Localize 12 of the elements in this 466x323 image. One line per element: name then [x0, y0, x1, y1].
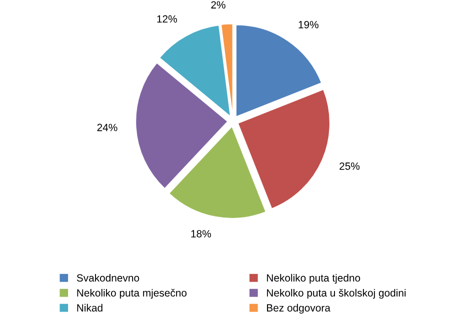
legend-label: Svakodnevno — [76, 274, 140, 282]
legend-label: Nekoliko puta tjedno — [267, 274, 360, 284]
legend-label: Nekolko puta u školskoj godini — [267, 288, 406, 299]
legend-label: Nikad — [77, 304, 102, 312]
legend-label: Bez odgovora — [267, 304, 330, 314]
data-label: 18% — [191, 230, 211, 238]
data-label: 12% — [157, 15, 177, 23]
data-label: 24% — [97, 124, 118, 132]
legend-label: Nekoliko puta mjesečno — [77, 288, 187, 299]
data-label: 19% — [298, 20, 318, 28]
data-label: 25% — [340, 162, 360, 170]
data-label: 2% — [211, 1, 226, 9]
